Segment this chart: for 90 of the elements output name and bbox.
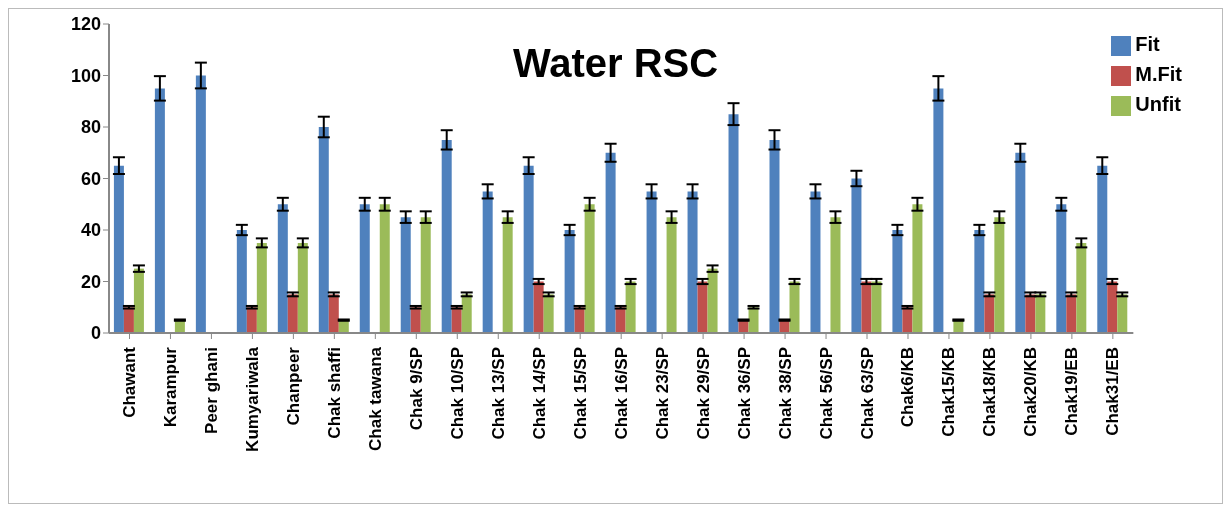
bar	[830, 217, 841, 333]
bar	[912, 204, 923, 333]
bar	[287, 294, 298, 333]
bar	[789, 281, 800, 333]
bar	[236, 230, 247, 333]
x-tick-label: Chawant	[119, 346, 139, 418]
x-tick-label: Chak 16/SP	[611, 347, 631, 440]
x-tick-label: Chak 29/SP	[693, 347, 713, 440]
bar	[646, 191, 657, 333]
y-tick-label: 20	[80, 271, 101, 292]
y-tick-label: 100	[70, 65, 101, 86]
bar	[625, 281, 636, 333]
bar	[379, 204, 390, 333]
bar	[666, 217, 677, 333]
x-tick-label: Chak15/KB	[939, 347, 959, 437]
bar	[892, 230, 903, 333]
x-tick-label: Chak20/KB	[1021, 347, 1041, 437]
x-tick-label: Chak 63/SP	[857, 347, 877, 440]
bar	[482, 191, 493, 333]
x-tick-label: Chak tawana	[365, 346, 385, 451]
bar	[728, 114, 739, 333]
bar	[1076, 242, 1087, 333]
bar	[564, 230, 575, 333]
bar	[769, 139, 780, 333]
x-tick-label: Chak 15/SP	[570, 347, 590, 440]
bar	[861, 281, 872, 333]
x-tick-label: Chak 13/SP	[488, 347, 508, 440]
bar	[420, 217, 431, 333]
x-tick-label: Chak 36/SP	[734, 347, 754, 440]
bar	[1107, 281, 1118, 333]
bar	[400, 217, 411, 333]
x-tick-label: Kumyariwala	[242, 346, 262, 452]
legend-label: M.Fit	[1135, 63, 1182, 85]
bar	[502, 217, 513, 333]
bar	[533, 281, 544, 333]
x-tick-label: Chak 38/SP	[775, 347, 795, 440]
x-tick-label: Chak6/KB	[898, 347, 918, 428]
bar	[1097, 165, 1108, 333]
bar	[994, 217, 1005, 333]
chart-title: Water RSC	[512, 41, 719, 85]
bar	[297, 242, 308, 333]
bar	[256, 242, 267, 333]
bar	[707, 268, 718, 333]
x-tick-label: Chak19/EB	[1062, 347, 1082, 436]
y-tick-label: 80	[80, 117, 101, 138]
bar	[605, 152, 616, 333]
bar	[523, 165, 534, 333]
bar	[113, 165, 124, 333]
x-tick-label: Karampur	[160, 346, 180, 428]
bar	[1056, 204, 1067, 333]
bar	[195, 75, 206, 333]
x-tick-label: Chak 10/SP	[447, 347, 467, 440]
bar	[984, 294, 995, 333]
x-tick-label: Chak 9/SP	[406, 347, 426, 431]
bar	[871, 281, 882, 333]
x-tick-label: Chanpeer	[283, 346, 303, 426]
y-tick-label: 40	[80, 220, 101, 241]
x-tick-label: Peer ghani	[201, 347, 221, 434]
y-tick-label: 120	[70, 14, 101, 35]
bar	[1025, 294, 1036, 333]
bar	[1066, 294, 1077, 333]
x-tick-label: Chak 23/SP	[652, 347, 672, 440]
x-tick-label: Chak shaffi	[324, 347, 344, 439]
bar	[687, 191, 698, 333]
bar	[584, 204, 595, 333]
y-tick-label: 0	[90, 323, 101, 344]
bar	[933, 88, 944, 333]
bar	[697, 281, 708, 333]
x-tick-label: Chak 56/SP	[816, 347, 836, 440]
bar	[359, 204, 370, 333]
x-tick-label: Chak31/EB	[1103, 347, 1123, 436]
bar	[1015, 152, 1026, 333]
y-tick-label: 60	[80, 168, 101, 189]
bar	[461, 294, 472, 333]
bar	[974, 230, 985, 333]
bar	[277, 204, 288, 333]
x-tick-label: Chak 14/SP	[529, 347, 549, 440]
bar	[1117, 294, 1128, 333]
bar	[810, 191, 821, 333]
x-tick-label: Chak18/KB	[980, 347, 1000, 437]
legend-label: Fit	[1135, 33, 1160, 55]
bar	[1035, 294, 1046, 333]
bar	[133, 268, 144, 333]
bar	[154, 88, 165, 333]
legend-label: Unfit	[1135, 93, 1181, 115]
bar	[851, 178, 862, 333]
bar	[543, 294, 554, 333]
bar	[318, 127, 329, 333]
bar	[328, 294, 339, 333]
bar	[441, 139, 452, 333]
